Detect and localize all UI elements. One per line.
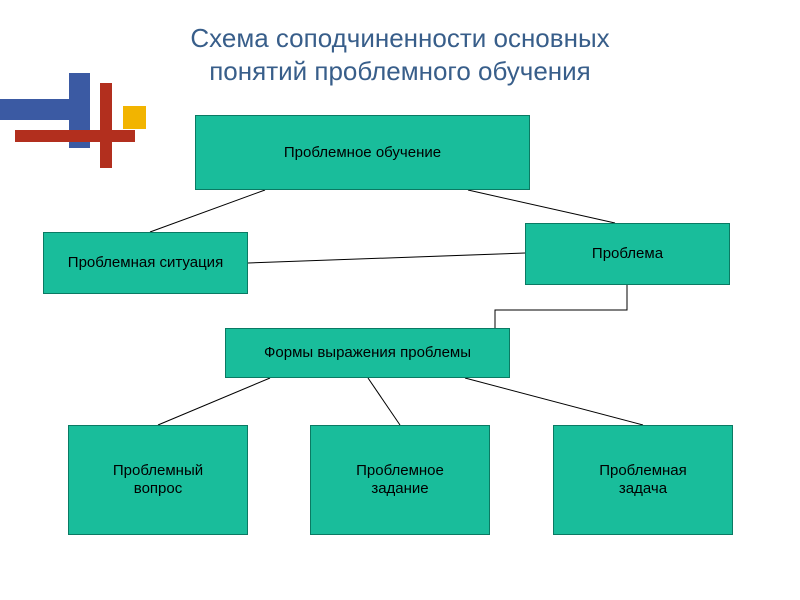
node-question: Проблемный вопрос — [68, 425, 248, 535]
node-task: Проблемная задача — [553, 425, 733, 535]
node-task-l1: Проблемная — [599, 462, 687, 479]
node-root: Проблемное обучение — [195, 115, 530, 190]
node-assignment-l1: Проблемное — [356, 462, 444, 479]
node-forms-label: Формы выражения проблемы — [264, 344, 471, 362]
decor-yellow — [123, 106, 146, 129]
node-forms: Формы выражения проблемы — [225, 328, 510, 378]
node-assignment-l2: задание — [371, 480, 428, 497]
title-line1: Схема соподчиненности основных — [190, 23, 609, 53]
decor-red-h — [15, 130, 135, 142]
node-assignment: Проблемное задание — [310, 425, 490, 535]
node-question-l1: Проблемный — [113, 462, 203, 479]
node-question-l2: вопрос — [134, 480, 182, 497]
node-task-l2: задача — [619, 480, 667, 497]
node-situation: Проблемная ситуация — [43, 232, 248, 294]
title-line2: понятий проблемного обучения — [209, 56, 591, 86]
node-situation-label: Проблемная ситуация — [68, 254, 223, 272]
node-problem-label: Проблема — [592, 245, 663, 263]
decor-red-v — [100, 83, 112, 168]
node-problem: Проблема — [525, 223, 730, 285]
node-root-label: Проблемное обучение — [284, 144, 441, 162]
page-title: Схема соподчиненности основных понятий п… — [0, 22, 800, 87]
